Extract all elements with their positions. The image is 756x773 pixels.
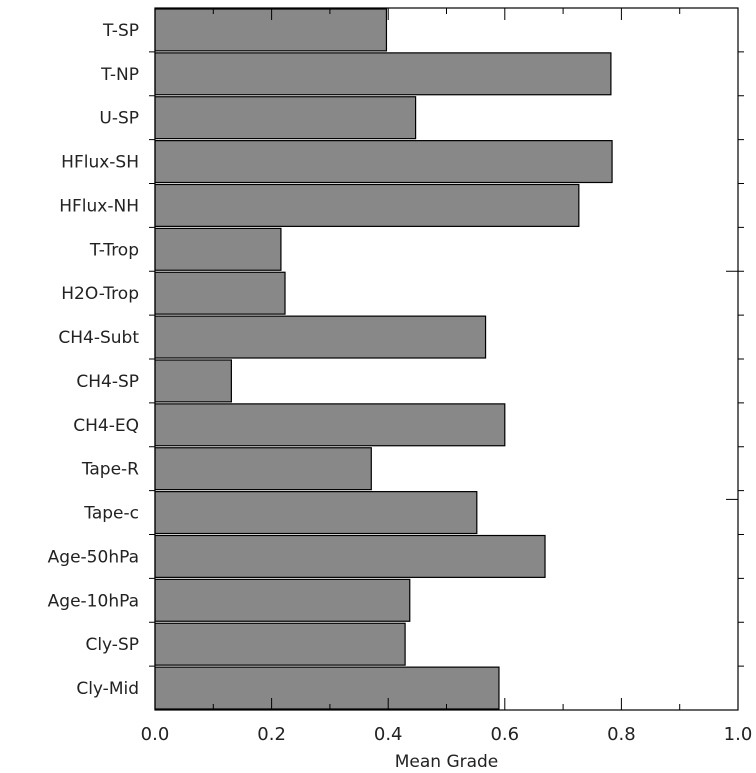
bar-tape-r bbox=[154, 447, 372, 491]
category-label: Cly-SP bbox=[85, 635, 139, 655]
labels-layer: T-SP T-NP U-SP HFlux-SH HFlux-NH T-Trop H2O-Tr… bbox=[48, 21, 753, 745]
x-axis-title: Mean Grade bbox=[395, 752, 499, 772]
bars-layer bbox=[154, 8, 613, 710]
category-label: CH4-EQ bbox=[73, 416, 139, 436]
x-tick-label: 0.2 bbox=[257, 724, 286, 745]
category-label: Cly-Mid bbox=[76, 679, 139, 699]
category-label: T-Trop bbox=[89, 240, 139, 260]
bar-hflux-nh bbox=[154, 183, 580, 227]
bar-ch4-eq bbox=[154, 403, 506, 447]
bar-age-50hpa bbox=[154, 534, 546, 578]
x-tick-label: 0.8 bbox=[607, 724, 636, 745]
bar-ch4-subt bbox=[154, 315, 487, 359]
x-tick-label: 0.0 bbox=[141, 724, 170, 745]
bar-hflux-sh bbox=[154, 140, 613, 184]
category-label: CH4-SP bbox=[76, 372, 139, 392]
bar-cly-sp bbox=[154, 622, 406, 666]
bar-cly-mid bbox=[154, 666, 500, 710]
category-label: HFlux-SH bbox=[61, 153, 139, 173]
category-label: Age-50hPa bbox=[48, 547, 139, 567]
category-label: Tape-R bbox=[81, 460, 139, 480]
bar-t-np bbox=[154, 52, 612, 96]
bar-h2o-trop bbox=[154, 271, 286, 315]
category-label: T-SP bbox=[102, 21, 139, 41]
bar-ch4-sp bbox=[154, 359, 232, 403]
category-label: T-NP bbox=[100, 65, 139, 85]
category-label: CH4-Subt bbox=[58, 328, 139, 348]
category-label: Tape-c bbox=[83, 504, 139, 524]
category-label: H2O-Trop bbox=[61, 284, 139, 304]
x-tick-label: 0.4 bbox=[374, 724, 403, 745]
category-label: HFlux-NH bbox=[59, 196, 139, 216]
ticks-layer bbox=[149, 8, 744, 710]
category-label: U-SP bbox=[99, 109, 139, 129]
bar-t-sp bbox=[154, 8, 388, 52]
bar-t-trop bbox=[154, 227, 282, 271]
bar-u-sp bbox=[154, 96, 417, 140]
bar-age-10hpa bbox=[154, 578, 411, 622]
category-label: Age-10hPa bbox=[48, 591, 139, 611]
bar-tape-c bbox=[154, 491, 478, 535]
x-tick-label: 0.6 bbox=[490, 724, 519, 745]
x-tick-label: 1.0 bbox=[724, 724, 753, 745]
